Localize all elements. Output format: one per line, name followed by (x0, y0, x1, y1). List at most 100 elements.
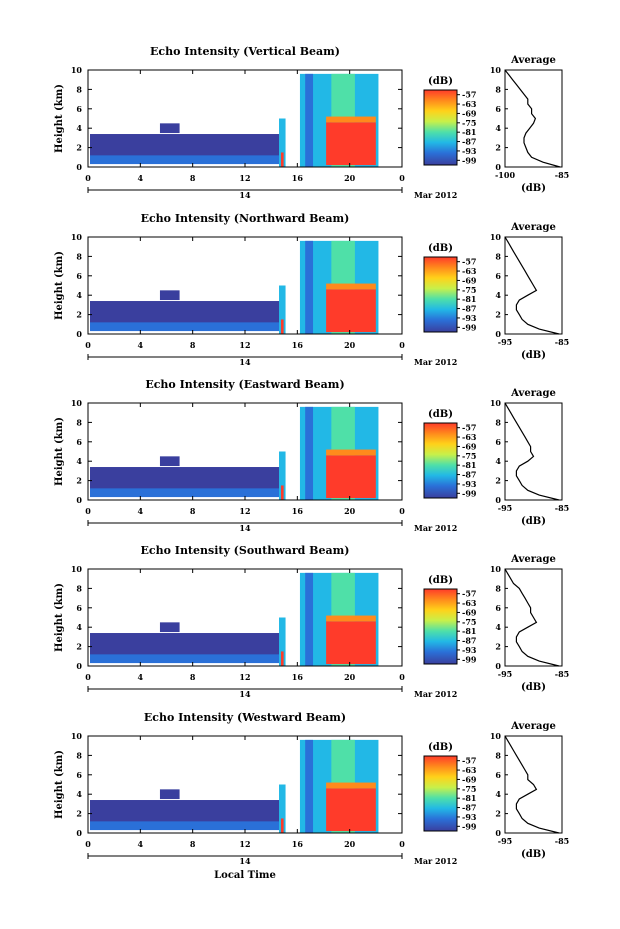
average-y-tick-label: 4 (495, 290, 501, 300)
x-tick-label: 0 (399, 173, 405, 183)
colorbar-tick-label: -63 (462, 598, 477, 608)
y-axis-label: Height (km) (54, 251, 65, 320)
x-tick-label: 20 (344, 340, 356, 350)
colorbar-tick-label: -99 (462, 488, 477, 498)
average-y-tick-label: 6 (495, 104, 501, 114)
echo-spike-core (280, 485, 284, 500)
y-tick-label: 6 (76, 104, 82, 114)
average-title: Average (510, 554, 556, 565)
x-tick-label: 12 (239, 839, 250, 849)
average-y-tick-label: 10 (490, 398, 502, 408)
heatmap-field (88, 70, 402, 167)
average-y-tick-label: 2 (495, 310, 501, 320)
x-tick-label: 20 (344, 506, 356, 516)
echo-patch (159, 456, 180, 467)
average-x-tick-label: -85 (555, 337, 569, 347)
echo-layer-surface (90, 322, 283, 332)
panel-4: Echo Intensity (Westward Beam) 0 2 4 6 8 10 Hei… (54, 711, 569, 866)
average-y-tick-label: 6 (495, 437, 501, 447)
average-title: Average (510, 721, 556, 732)
y-axis-label: Height (km) (54, 583, 65, 652)
y-tick-label: 0 (76, 162, 82, 172)
x-tick-label: 20 (344, 839, 356, 849)
echo-layer-surface (90, 488, 283, 498)
x-tick-label: 0 (399, 839, 405, 849)
heatmap-field (88, 403, 402, 500)
panel-title: Echo Intensity (Vertical Beam) (150, 45, 340, 58)
x-tick-label: 0 (399, 672, 405, 682)
echo-spike (279, 118, 286, 167)
average-y-tick-label: 2 (495, 143, 501, 153)
colorbar-tick-label: -57 (462, 756, 476, 766)
y-tick-label: 6 (76, 603, 82, 613)
colorbar-tick-label: -87 (462, 304, 476, 314)
colorbar-tick-label: -75 (462, 451, 476, 461)
colorbar-tick-label: -93 (462, 812, 477, 822)
y-tick-label: 0 (76, 828, 82, 838)
panel-0: Echo Intensity (Vertical Beam) 0 2 4 6 8 10 Hei… (54, 45, 569, 200)
echo-spike-core (280, 651, 284, 666)
colorbar-tick-label: -87 (462, 803, 476, 813)
average-title: Average (510, 388, 556, 399)
y-tick-label: 6 (76, 770, 82, 780)
colorbar-tick-label: -63 (462, 432, 477, 442)
average-frame (504, 568, 563, 667)
y-tick-label: 2 (76, 476, 82, 486)
x-tick-label: 20 (344, 173, 356, 183)
echo-layer-surface (90, 155, 283, 165)
colorbar-unit: (dB) (428, 575, 453, 586)
panel-title: Echo Intensity (Northward Beam) (141, 212, 350, 225)
average-y-tick-label: 10 (490, 731, 502, 741)
y-tick-label: 4 (76, 290, 82, 300)
average-y-tick-label: 8 (495, 583, 501, 593)
date-label: 14 (239, 357, 251, 367)
average-y-tick-label: 0 (495, 495, 501, 505)
colorbar-tick-label: -63 (462, 765, 477, 775)
average-title: Average (510, 55, 556, 66)
colorbar (423, 89, 458, 166)
average-y-tick-label: 2 (495, 642, 501, 652)
panel-title: Echo Intensity (Westward Beam) (144, 711, 346, 724)
echo-patch (159, 789, 180, 800)
average-x-tick-label: -95 (498, 669, 512, 679)
colorbar-tick-label: -69 (462, 607, 477, 617)
colorbar (423, 588, 458, 665)
date-label: 14 (239, 190, 251, 200)
date-label: 14 (239, 523, 251, 533)
average-frame (504, 735, 563, 834)
colorbar-tick-label: -93 (462, 645, 477, 655)
y-tick-label: 2 (76, 143, 82, 153)
average-x-label: (dB) (521, 516, 546, 527)
echo-spike (279, 617, 286, 666)
y-axis-label: Height (km) (54, 750, 65, 819)
average-x-label: (dB) (521, 682, 546, 693)
average-y-tick-label: 4 (495, 123, 501, 133)
panel-1: Echo Intensity (Northward Beam) 0 2 4 6 8 10 He… (54, 212, 569, 367)
x-tick-label: 16 (292, 672, 304, 682)
x-tick-label: 12 (239, 173, 250, 183)
month-label: Mar 2012 (414, 856, 457, 866)
colorbar (423, 755, 458, 832)
colorbar-tick-label: -75 (462, 784, 476, 794)
x-tick-label: 12 (239, 340, 250, 350)
heatmap-field (88, 237, 402, 334)
x-tick-label: 16 (292, 340, 304, 350)
average-y-tick-label: 4 (495, 622, 501, 632)
colorbar-tick-label: -81 (462, 460, 476, 470)
y-tick-label: 8 (76, 583, 82, 593)
y-tick-label: 8 (76, 750, 82, 760)
colorbar-tick-label: -81 (462, 294, 476, 304)
x-tick-label: 4 (138, 672, 144, 682)
average-y-tick-label: 8 (495, 750, 501, 760)
y-tick-label: 10 (71, 65, 83, 75)
average-profile-line (504, 735, 560, 834)
echo-rain-region (326, 289, 376, 333)
colorbar-tick-label: -69 (462, 441, 477, 451)
y-tick-label: 8 (76, 251, 82, 261)
average-y-tick-label: 8 (495, 84, 501, 94)
colorbar-tick-label: -69 (462, 275, 477, 285)
echo-spike (279, 285, 286, 334)
colorbar-tick-label: -81 (462, 127, 476, 137)
y-tick-label: 2 (76, 310, 82, 320)
